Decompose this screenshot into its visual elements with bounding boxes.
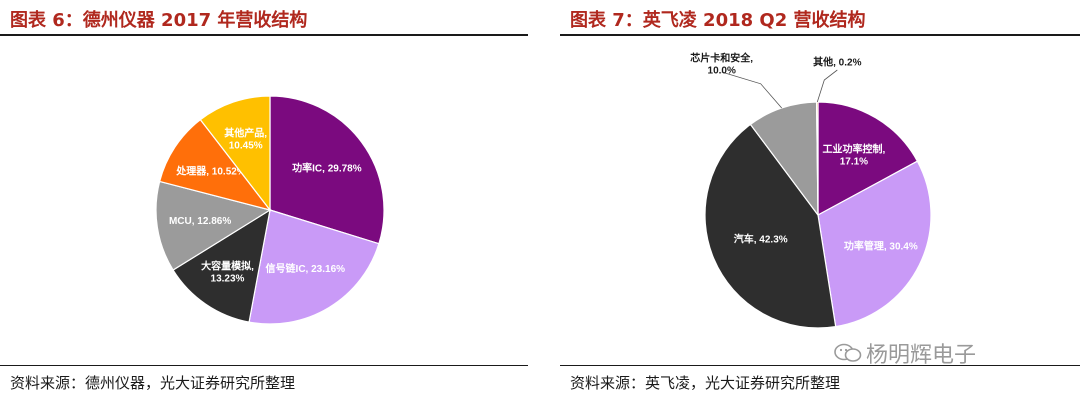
wechat-icon <box>834 343 862 362</box>
slice-label-其他: 其他, 0.2% <box>813 56 861 69</box>
leader-line-芯片卡和安全 <box>721 71 783 109</box>
pie-slice-信号链IC <box>248 209 380 325</box>
pie-slice-处理器 <box>158 118 272 212</box>
pie-slice-功率IC <box>269 95 385 245</box>
leader-line-其他 <box>816 69 838 103</box>
pie-slice-工业功率控制 <box>817 101 919 217</box>
chart-title-infineon: 图表 7：英飞凌 2018 Q2 营收结构 <box>570 10 866 31</box>
slice-label-MCU: MCU, 12.86% <box>169 216 231 227</box>
chart-panel-ti: 图表 6：德州仪器 2017 年营收结构 功率IC, 29.78% 信号链IC, … <box>0 0 528 401</box>
pie-chart-infineon: 工业功率控制, 17.1% 功率管理, 30.4% 汽车, 42.3% 芯片卡和安全, 1… <box>690 52 932 329</box>
slice-label-汽车: 汽车, 42.3% <box>734 233 788 246</box>
pie-slice-汽车 <box>704 123 837 329</box>
pie-slice-其他 <box>815 101 819 216</box>
pie-chart-ti: 功率IC, 29.78% 信号链IC, 23.16% 大容量模拟, 13.23% MCU… <box>155 95 385 325</box>
title-rule <box>560 34 1080 36</box>
source-rule <box>0 365 528 366</box>
watermark-text: 杨明辉电子 <box>866 343 977 368</box>
slice-label-工业功率控制: 工业功率控制, 17.1% <box>823 142 886 167</box>
chart-panel-infineon: 图表 7：英飞凌 2018 Q2 营收结构 工业功率控制, 17.1% 功率管理, … <box>560 0 1080 401</box>
pie-slice-芯片卡和安全 <box>749 101 819 217</box>
slice-label-芯片卡和安全: 芯片卡和安全, 10.0% <box>690 52 753 77</box>
pie-slice-MCU <box>155 180 272 271</box>
slice-label-大容量模拟: 大容量模拟, 13.23% <box>201 260 254 285</box>
pie-slice-大容量模拟 <box>172 208 271 323</box>
chart-title-ti: 图表 6：德州仪器 2017 年营收结构 <box>10 10 308 31</box>
slice-label-功率管理: 功率管理, 30.4% <box>844 240 918 253</box>
slice-label-处理器: 处理器, 10.52% <box>175 165 246 178</box>
source-note-ti: 资料来源：德州仪器，光大证券研究所整理 <box>10 374 296 392</box>
title-rule <box>0 34 528 36</box>
slice-label-信号链IC: 信号链IC, 23.16% <box>266 262 346 275</box>
slice-label-其他产品: 其他产品, 10.45% <box>224 126 267 151</box>
source-note-infineon: 资料来源：英飞凌，光大证券研究所整理 <box>570 374 841 392</box>
slice-label-功率IC: 功率IC, 29.78% <box>292 162 362 175</box>
source-rule <box>560 365 1080 366</box>
pie-slice-功率管理 <box>817 160 932 328</box>
pie-slice-其他产品 <box>199 95 271 212</box>
